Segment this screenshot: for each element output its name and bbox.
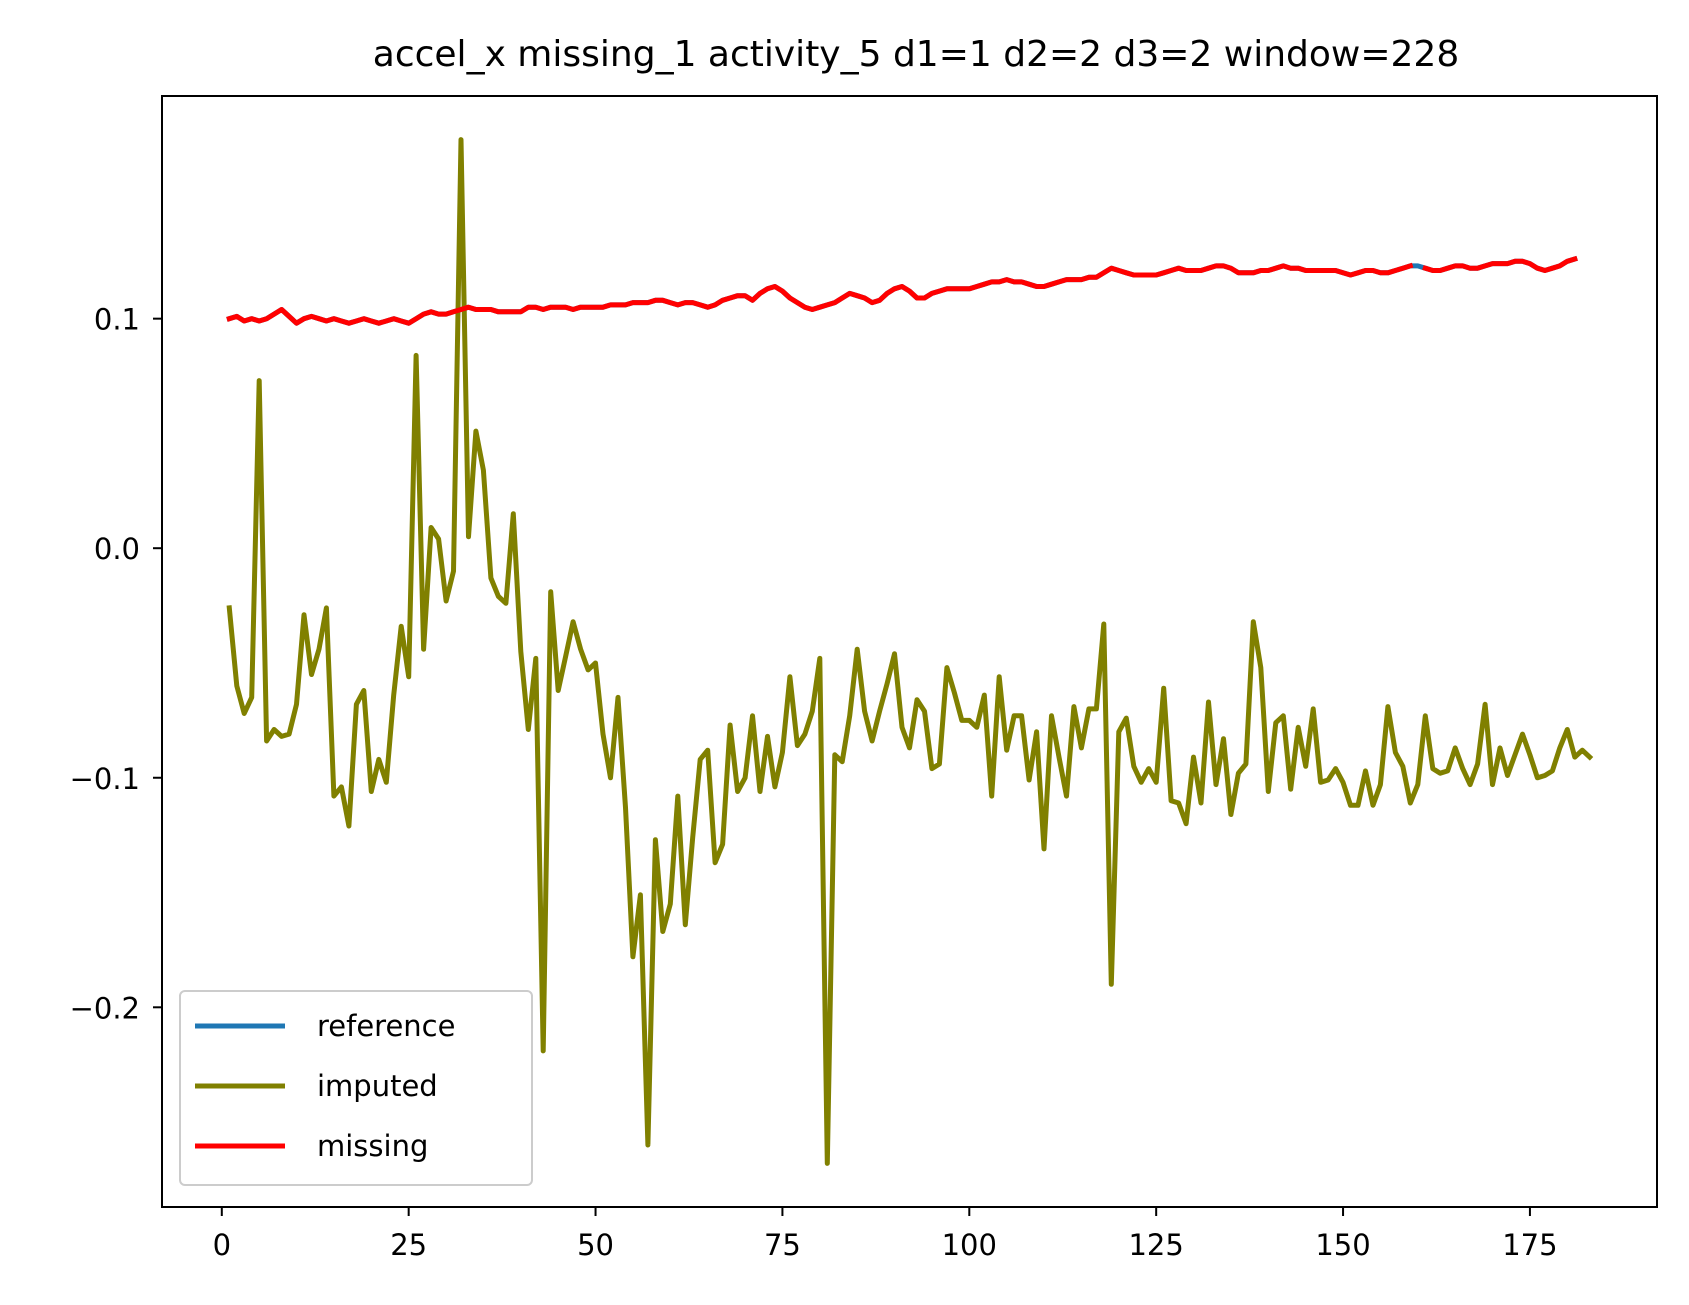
series-layer bbox=[226, 137, 1594, 1166]
y-tick-label: −0.2 bbox=[70, 991, 140, 1025]
legend-label-missing: missing bbox=[317, 1129, 428, 1163]
y-axis: −0.2 −0.1 0.0 0.1 bbox=[70, 303, 162, 1025]
x-axis: 0 25 50 75 100 125 150 175 bbox=[213, 1207, 1558, 1262]
chart-title: accel_x missing_1 activity_5 d1=1 d2=2 d… bbox=[373, 34, 1459, 75]
x-tick-label: 150 bbox=[1315, 1228, 1370, 1262]
legend-label-imputed: imputed bbox=[317, 1069, 438, 1103]
x-tick-label: 75 bbox=[764, 1228, 801, 1262]
series-line-missing bbox=[226, 255, 1578, 326]
x-tick-label: 50 bbox=[577, 1228, 614, 1262]
x-tick-label: 0 bbox=[213, 1228, 231, 1262]
x-tick-label: 175 bbox=[1502, 1228, 1557, 1262]
y-tick-label: 0.0 bbox=[94, 532, 140, 566]
x-tick-label: 100 bbox=[942, 1228, 997, 1262]
legend: reference imputed missing bbox=[179, 990, 533, 1186]
legend-box bbox=[179, 990, 533, 1186]
series-line-imputed bbox=[226, 137, 1594, 1166]
x-tick-label: 25 bbox=[390, 1228, 427, 1262]
y-tick-label: −0.1 bbox=[70, 762, 140, 796]
x-tick-label: 125 bbox=[1128, 1228, 1183, 1262]
legend-label-reference: reference bbox=[317, 1009, 455, 1043]
plot-area-frame bbox=[161, 95, 1658, 1208]
y-tick-label: 0.1 bbox=[94, 303, 140, 337]
